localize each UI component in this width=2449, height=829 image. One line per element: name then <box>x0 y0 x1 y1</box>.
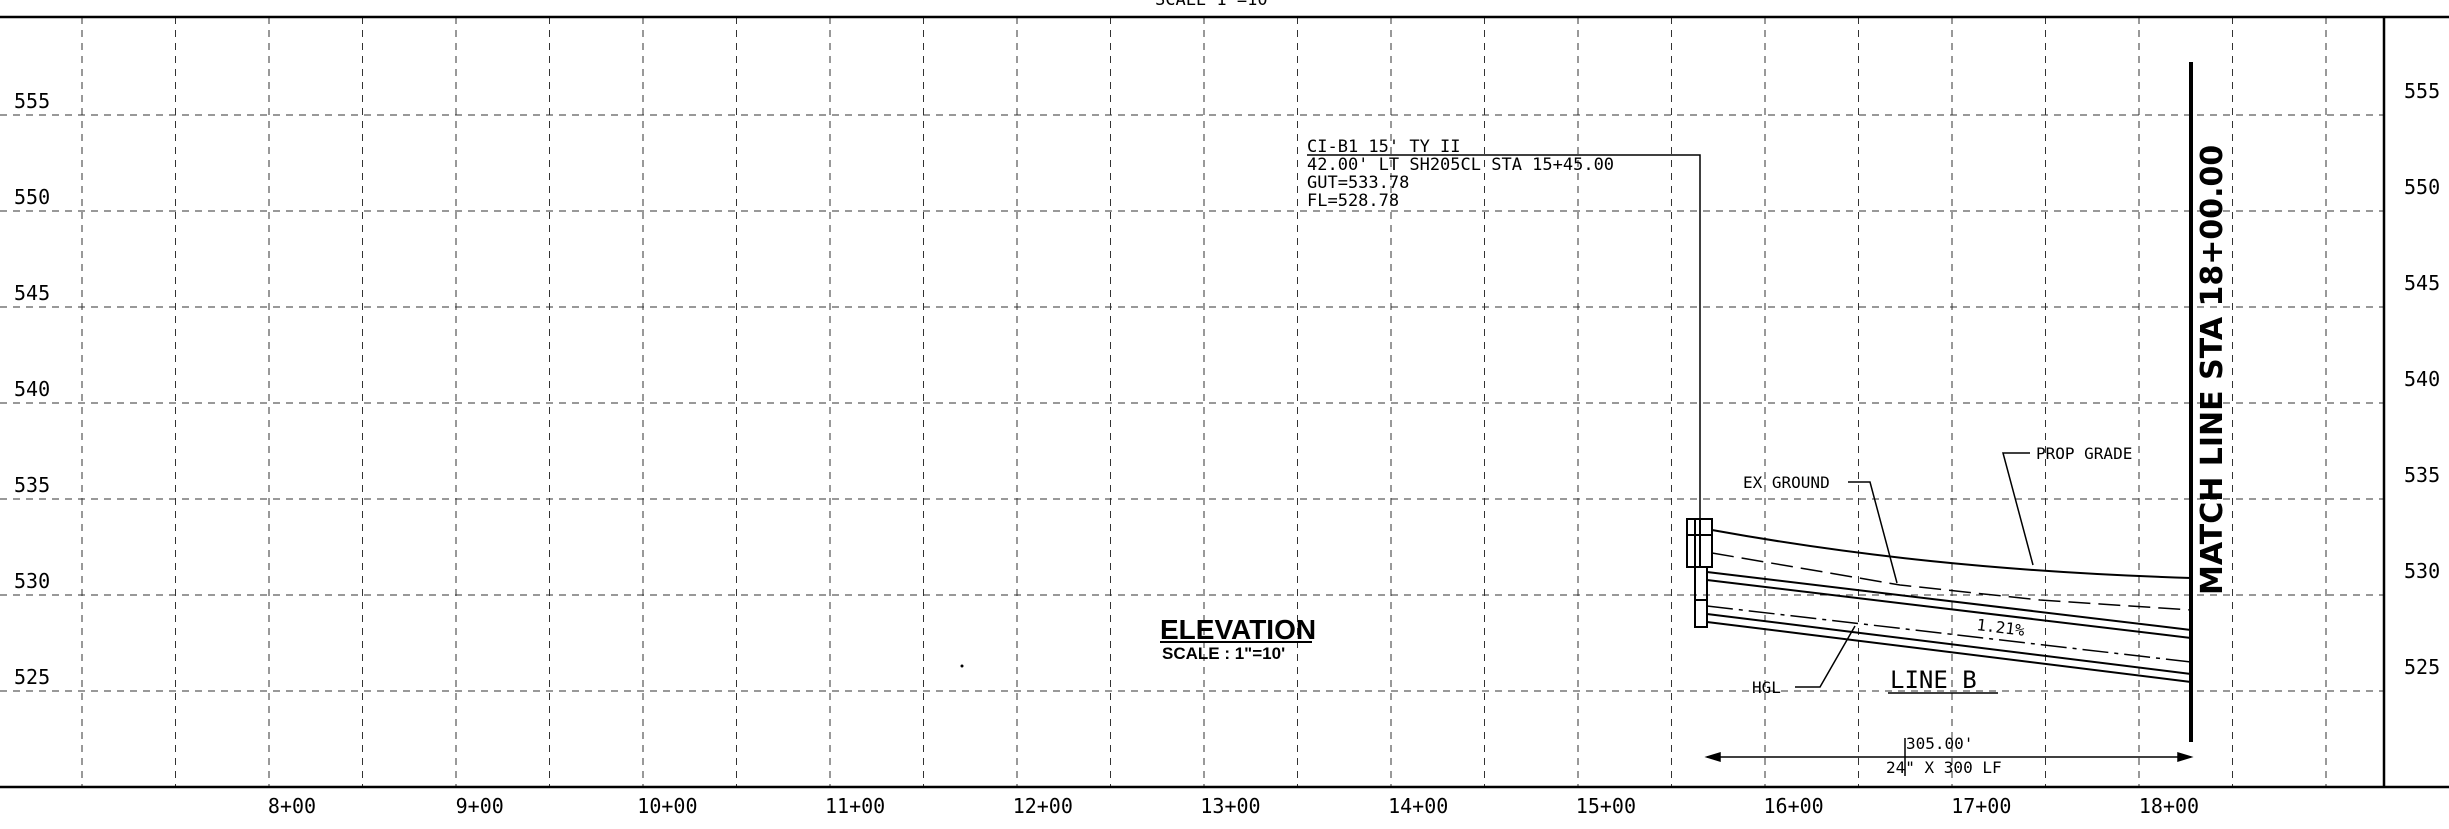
elevation-label-left: 550 <box>14 185 50 209</box>
elevation-label-left: 545 <box>14 281 50 305</box>
prop-grade-label: PROP GRADE <box>2036 444 2132 463</box>
elevation-label-left: 530 <box>14 569 50 593</box>
hgl-label: HGL <box>1752 678 1781 697</box>
station-label: 16+00 <box>1763 794 1823 818</box>
elevation-label-left: 540 <box>14 377 50 401</box>
elevation-labels-left: 555 550 545 540 535 530 525 <box>14 89 50 689</box>
elevation-label-right: 545 <box>2404 271 2440 295</box>
callout-line-1: CI-B1 15' TY II <box>1307 137 1461 157</box>
inlet-callout: CI-B1 15' TY II 42.00' LT SH205CL STA 15… <box>1307 137 1614 211</box>
station-label: 18+00 <box>2139 794 2199 818</box>
line-name-label: LINE B <box>1890 666 1977 694</box>
elevation-label-right: 550 <box>2404 175 2440 199</box>
station-label: 11+00 <box>825 794 885 818</box>
match-line-label: MATCH LINE STA 18+00.00 <box>2195 145 2230 595</box>
station-label: 8+00 <box>268 794 316 818</box>
elevation-label-left: 525 <box>14 665 50 689</box>
proposed-grade-line <box>1711 529 2192 579</box>
sheet-frame <box>0 15 2449 789</box>
elevation-labels-right: 555 550 545 540 535 530 525 <box>2404 79 2440 679</box>
ex-ground-label: EX GROUND <box>1743 473 1830 492</box>
hgl-line <box>1706 605 2192 663</box>
top-clipped-text: SCALE 1"=10' <box>1155 0 1278 10</box>
station-label: 14+00 <box>1388 794 1448 818</box>
elevation-label-right: 530 <box>2404 559 2440 583</box>
callout-line-4: FL=528.78 <box>1307 191 1399 211</box>
station-labels: 8+00 9+00 10+00 11+00 12+00 13+00 14+00 15+00 16… <box>268 794 2199 818</box>
callout-line-3: GUT=533.78 <box>1307 173 1409 193</box>
length-label: 305.00' <box>1906 734 1973 753</box>
scale-note: SCALE : 1"=10' <box>1162 644 1285 663</box>
elevation-label-right: 540 <box>2404 367 2440 391</box>
elevation-label-right: 535 <box>2404 463 2440 487</box>
station-label: 12+00 <box>1013 794 1073 818</box>
elevation-label-right: 555 <box>2404 79 2440 103</box>
station-label: 10+00 <box>637 794 697 818</box>
existing-ground-line <box>1711 552 2192 611</box>
pipe-size-label: 24" X 300 LF <box>1886 758 2002 777</box>
view-title: ELEVATION <box>1160 614 1316 645</box>
elevation-label-left: 535 <box>14 473 50 497</box>
length-dimension <box>1704 738 2194 776</box>
station-label: 17+00 <box>1951 794 2011 818</box>
elevation-label-left: 555 <box>14 89 50 113</box>
callout-line-2: 42.00' LT SH205CL STA 15+45.00 <box>1307 155 1614 175</box>
stray-dot <box>960 664 964 668</box>
profile-grid <box>0 17 2384 787</box>
callout-leader <box>1307 154 1701 519</box>
station-label: 9+00 <box>456 794 504 818</box>
slope-label: 1.21% <box>1976 615 2026 640</box>
elevation-label-right: 525 <box>2404 655 2440 679</box>
storm-pipe <box>1706 571 2192 683</box>
label-leaders <box>1795 452 2034 688</box>
station-label: 15+00 <box>1576 794 1636 818</box>
station-label: 13+00 <box>1200 794 1260 818</box>
